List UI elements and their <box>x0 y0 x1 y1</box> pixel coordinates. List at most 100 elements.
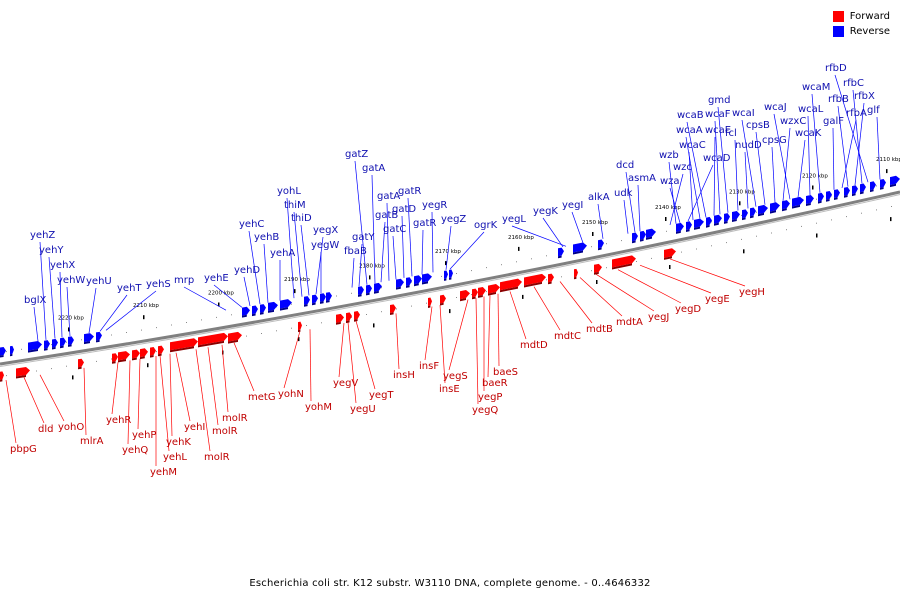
backbone-dot <box>201 319 202 321</box>
reverse-gene-label-line <box>714 120 721 215</box>
forward-gene-label: yegU <box>350 404 376 415</box>
scale-tick-label: 2220 kbp <box>58 315 84 321</box>
forward-gene-label: dld <box>38 424 53 435</box>
scale-tick-label: 2130 kbp <box>729 189 755 195</box>
reverse-gene-label: cpsG <box>762 135 787 146</box>
reverse-gene-label: wcaL <box>798 104 824 115</box>
forward-gene-label: yegS <box>443 371 468 382</box>
reverse-gene-arrow <box>758 204 768 217</box>
forward-gene-arrow <box>524 273 546 288</box>
reverse-gene-label: yehX <box>50 260 75 271</box>
reverse-gene-label-line <box>625 171 636 233</box>
reverse-gene-arrow <box>242 306 250 318</box>
backbone-dot <box>876 185 877 187</box>
forward-gene-arrow <box>158 345 164 357</box>
reverse-gene-arrow <box>714 214 722 226</box>
forward-gene-label: mdtC <box>554 331 581 342</box>
legend-forward: Forward <box>832 9 890 24</box>
reverse-gene-arrow <box>852 185 858 197</box>
backbone-dot <box>336 295 337 297</box>
forward-gene-label-line <box>338 323 345 378</box>
forward-gene-arrow <box>354 311 360 322</box>
scale-tick-label: 2180 kbp <box>359 263 385 269</box>
reverse-gene-label: yegX <box>313 225 338 236</box>
backbone-dot <box>51 344 52 346</box>
scale-ticks-layer: 2110 kbp 2120 kbp 2130 kbp 2140 kbp 2150 kbp… <box>58 157 900 380</box>
backbone-dot <box>231 314 232 316</box>
reverse-gene-label: wcaC <box>679 140 706 151</box>
reverse-gene-arrow <box>396 278 404 290</box>
reverse-gene-label-line <box>637 184 641 232</box>
reverse-gene-label: alkA <box>588 192 610 203</box>
reverse-gene-label: bglX <box>24 295 46 306</box>
reverse-gene-arrow <box>52 338 58 350</box>
reverse-gene-arrow <box>598 239 604 251</box>
forward-gene-label: yegQ <box>472 405 498 416</box>
forward-gene-arrow <box>16 366 30 379</box>
forward-gene-label: baeS <box>493 367 518 378</box>
reverse-gene-label: rfbB <box>828 94 849 105</box>
forward-gene-label-line <box>39 374 65 422</box>
genome-caption: Escherichia coli str. K12 substr. W3110 … <box>249 578 651 589</box>
reverse-gene-label: yegL <box>502 214 526 225</box>
reverse-gene-arrow <box>826 191 832 202</box>
reverse-gene-label: yehW <box>57 275 85 286</box>
reverse-gene-label-line <box>782 127 791 201</box>
reverse-gene-arrow <box>10 345 14 357</box>
reverse-gene-label-line <box>685 136 701 219</box>
reverse-gene-arrow <box>770 202 780 214</box>
reverse-gene-arrow <box>268 301 278 313</box>
reverse-gene-arrow <box>84 333 94 345</box>
reverse-gene-arrow <box>60 337 66 349</box>
reverse-gene-arrow <box>252 305 258 317</box>
reverse-gene-label: wcaM <box>802 82 830 93</box>
forward-gene-label: yehK <box>166 437 191 448</box>
forward-gene-label-line <box>595 273 655 312</box>
forward-gene-label-line <box>448 299 469 371</box>
reverse-gene-label-line <box>832 127 835 190</box>
reverse-gene-label-line <box>755 131 766 205</box>
scale-tick-label: 2190 kbp <box>284 277 310 283</box>
forward-gene-label-line <box>497 293 500 367</box>
reverse-gene-label-line <box>807 115 811 195</box>
reverse-gene-arrow <box>449 269 453 280</box>
backbone-dot <box>51 368 52 370</box>
scale-tick-label: 2110 kbp <box>876 157 900 163</box>
reverse-gene-label-line <box>686 121 707 218</box>
backbone-dot <box>486 291 487 293</box>
forward-gene-arrow <box>612 255 636 270</box>
backbone-dot <box>81 339 82 341</box>
scale-tick-mark <box>68 327 70 332</box>
reverse-gene-label: ogrK <box>474 220 498 231</box>
reverse-gene-label: udk <box>614 188 633 199</box>
backbone-dot <box>36 370 37 372</box>
reverse-gene-label: gatR <box>413 218 436 229</box>
backbone-dot <box>261 333 262 334</box>
forward-gene-arrow <box>664 248 676 260</box>
backbone-dot <box>801 225 802 227</box>
forward-gene-label: yohO <box>58 422 84 433</box>
backbone-dot <box>861 212 862 214</box>
reverse-gene-label: wcaA <box>676 125 703 136</box>
backbone-dot <box>756 211 757 213</box>
forward-gene-arrow <box>118 351 130 363</box>
reverse-gene-label: mrp <box>174 275 194 286</box>
forward-gene-label: mlrA <box>80 436 104 447</box>
forward-gene-label-line <box>559 281 593 324</box>
reverse-gene-arrow <box>358 286 364 297</box>
forward-gene-arrow <box>112 353 118 364</box>
reverse-gene-label-line <box>407 197 413 277</box>
backbone-dot <box>171 324 172 326</box>
forward-gene-label: yehL <box>163 452 187 463</box>
backbone-dot <box>741 238 742 240</box>
backbone-dot <box>681 251 682 253</box>
forward-gene-label: baeR <box>482 378 508 389</box>
reverse-gene-label: wza <box>660 176 680 187</box>
reverse-gene-label-line <box>315 236 324 295</box>
reverse-gene-label-line <box>66 286 71 337</box>
reverse-gene-label-line <box>39 241 47 340</box>
forward-gene-label-line <box>669 258 746 287</box>
reverse-gene-label-line <box>351 257 355 288</box>
reverse-gene-label-line <box>571 211 584 243</box>
